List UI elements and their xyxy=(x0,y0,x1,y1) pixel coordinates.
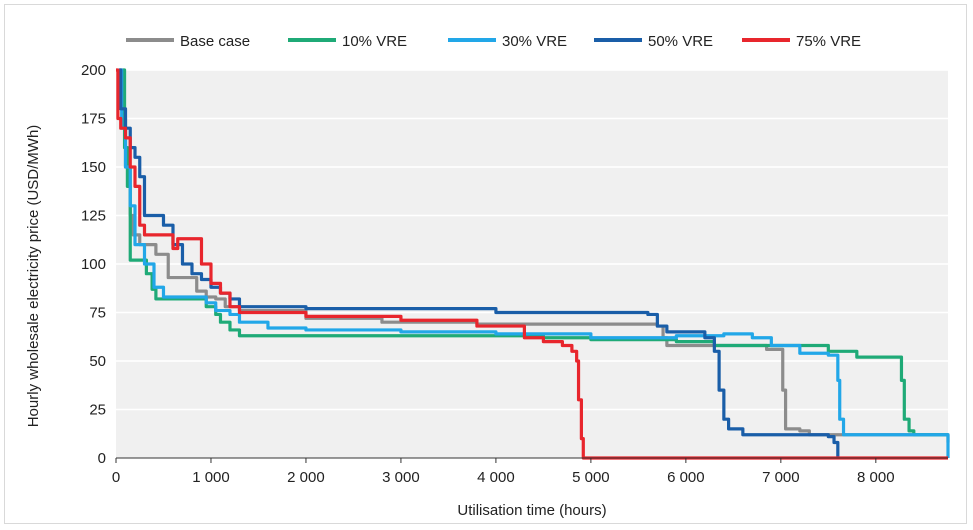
x-tick-label: 2 000 xyxy=(287,469,325,486)
x-tick-label: 8 000 xyxy=(857,469,895,486)
legend-label-30-vre: 30% VRE xyxy=(502,33,567,50)
y-tick-label: 175 xyxy=(81,111,106,128)
legend-label-75-vre: 75% VRE xyxy=(796,33,861,50)
y-tick-label: 25 xyxy=(89,402,106,419)
y-tick-label: 200 xyxy=(81,62,106,79)
x-tick-label: 5 000 xyxy=(572,469,610,486)
legend: Base case 10% VRE 30% VRE 50% VRE 75% VRE xyxy=(126,33,861,50)
x-axis-label: Utilisation time (hours) xyxy=(457,502,606,519)
legend-label-50-vre: 50% VRE xyxy=(648,33,713,50)
x-tick-label: 3 000 xyxy=(382,469,420,486)
y-tick-label: 125 xyxy=(81,208,106,225)
x-tick-label: 0 xyxy=(112,469,120,486)
legend-label-base-case: Base case xyxy=(180,33,250,50)
y-tick-label: 50 xyxy=(89,353,106,370)
y-axis-ticks: 0 25 50 75 100 125 150 175 200 xyxy=(81,62,106,467)
series-line-10-vre xyxy=(122,68,948,437)
legend-label-10-vre: 10% VRE xyxy=(342,33,407,50)
x-tick-label: 6 000 xyxy=(667,469,705,486)
y-tick-label: 100 xyxy=(81,256,106,273)
series-line-75-vre xyxy=(116,68,948,460)
x-tick-label: 7 000 xyxy=(762,469,800,486)
x-tick-label: 1 000 xyxy=(192,469,230,486)
series-line-50-vre xyxy=(118,68,840,458)
y-tick-label: 0 xyxy=(98,450,106,467)
series-layer xyxy=(116,68,950,460)
y-tick-label: 75 xyxy=(89,305,106,322)
series-line-30-vre xyxy=(119,68,950,458)
x-axis-ticks: 0 1 000 2 000 3 000 4 000 5 000 6 000 7 000 8 00… xyxy=(112,458,895,486)
y-tick-label: 150 xyxy=(81,159,106,176)
x-tick-label: 4 000 xyxy=(477,469,515,486)
y-axis-label: Hourly wholesale electricity price (USD/… xyxy=(25,125,42,428)
series-line-base-case xyxy=(120,68,950,443)
